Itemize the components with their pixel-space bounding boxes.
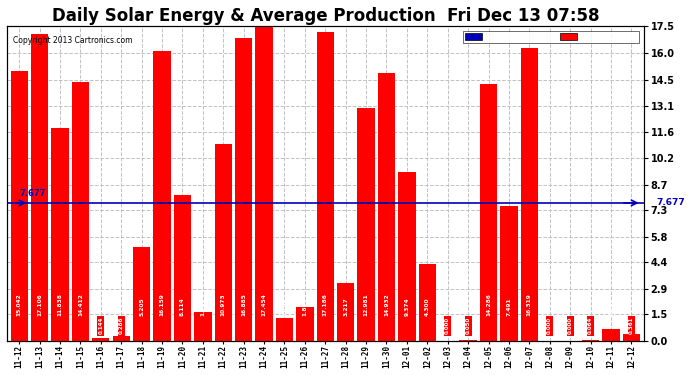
Bar xyxy=(92,338,110,341)
Text: 17.454: 17.454 xyxy=(262,293,266,316)
Title: Daily Solar Energy & Average Production  Fri Dec 13 07:58: Daily Solar Energy & Average Production … xyxy=(52,7,599,25)
Text: 17.186: 17.186 xyxy=(323,293,328,316)
Bar xyxy=(582,340,599,341)
Text: 0.050: 0.050 xyxy=(466,317,471,334)
Bar xyxy=(112,336,130,341)
Text: 9.374: 9.374 xyxy=(404,297,409,316)
Text: 1.280: 1.280 xyxy=(282,297,287,316)
Bar xyxy=(378,73,395,341)
Text: 12.981: 12.981 xyxy=(364,293,368,316)
Text: 7.677: 7.677 xyxy=(656,198,685,207)
Bar xyxy=(153,51,170,341)
Bar xyxy=(317,32,334,341)
Bar xyxy=(357,108,375,341)
Text: 11.838: 11.838 xyxy=(57,293,63,316)
Bar xyxy=(398,172,415,341)
Text: 10.973: 10.973 xyxy=(221,293,226,316)
Text: 14.412: 14.412 xyxy=(78,293,83,316)
Text: 16.885: 16.885 xyxy=(241,293,246,316)
Text: 0.000: 0.000 xyxy=(547,317,552,334)
Bar xyxy=(480,84,497,341)
Bar xyxy=(521,48,538,341)
Text: 0.000: 0.000 xyxy=(568,317,573,334)
Text: 0.064: 0.064 xyxy=(588,317,593,334)
Bar xyxy=(194,312,212,341)
Bar xyxy=(276,318,293,341)
Text: 15.042: 15.042 xyxy=(17,293,21,316)
Text: 0.628: 0.628 xyxy=(609,297,613,316)
Text: 1.580: 1.580 xyxy=(200,297,206,316)
Text: 14.932: 14.932 xyxy=(384,293,389,316)
Text: 3.217: 3.217 xyxy=(343,297,348,316)
Bar xyxy=(215,144,232,341)
Text: 16.319: 16.319 xyxy=(527,293,532,316)
Bar xyxy=(622,334,640,341)
Bar xyxy=(72,82,89,341)
Text: 7.677: 7.677 xyxy=(20,189,46,198)
Bar xyxy=(10,70,28,341)
Text: 17.106: 17.106 xyxy=(37,293,42,316)
Bar xyxy=(255,27,273,341)
Text: 4.300: 4.300 xyxy=(425,297,430,316)
Bar xyxy=(51,128,69,341)
Bar xyxy=(133,247,150,341)
Text: 5.205: 5.205 xyxy=(139,297,144,316)
Bar xyxy=(31,34,48,341)
Bar xyxy=(337,283,355,341)
Text: 14.286: 14.286 xyxy=(486,293,491,316)
Text: 1.894: 1.894 xyxy=(302,297,307,316)
Bar xyxy=(235,38,253,341)
Text: 0.144: 0.144 xyxy=(98,317,104,334)
Bar xyxy=(500,206,518,341)
Bar xyxy=(419,264,436,341)
Text: 7.491: 7.491 xyxy=(506,297,511,316)
Text: 0.361: 0.361 xyxy=(629,317,634,334)
Text: 0.000: 0.000 xyxy=(445,317,450,334)
Text: 8.114: 8.114 xyxy=(180,297,185,316)
Text: 16.159: 16.159 xyxy=(159,293,164,316)
Text: 0.286: 0.286 xyxy=(119,317,124,334)
Bar xyxy=(460,340,477,341)
Bar xyxy=(602,330,620,341)
Text: Copyright 2013 Cartronics.com: Copyright 2013 Cartronics.com xyxy=(13,36,132,45)
Legend: Average  (kWh), Daily  (kWh): Average (kWh), Daily (kWh) xyxy=(463,31,640,43)
Bar xyxy=(174,195,191,341)
Bar xyxy=(296,307,313,341)
